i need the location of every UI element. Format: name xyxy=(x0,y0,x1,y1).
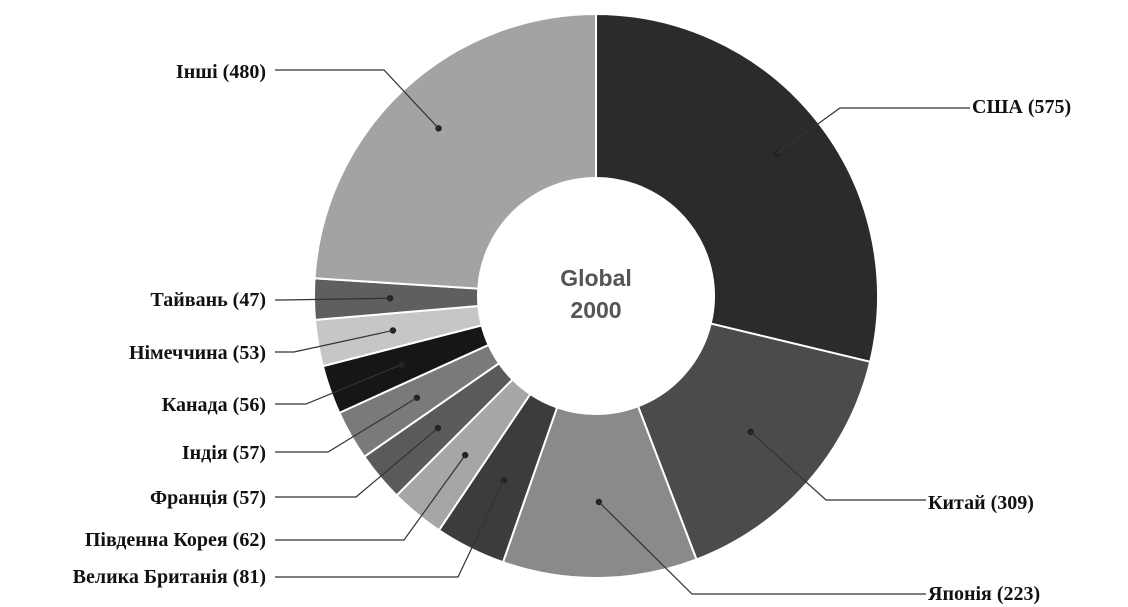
slice-label-японія: Японія (223) xyxy=(928,583,1040,605)
leader-line-індія xyxy=(275,397,418,453)
slice-японія xyxy=(501,404,698,579)
slice-label-value: (47) xyxy=(228,289,266,311)
slice-label-value: (62) xyxy=(228,529,266,551)
slice-label-value: (575) xyxy=(1023,96,1071,118)
slice-label-value: (81) xyxy=(228,566,266,588)
leader-line-сша xyxy=(776,107,970,155)
leader-line-китай xyxy=(750,431,926,501)
slice-label-канада: Канада (56) xyxy=(162,394,266,416)
leader-line-інші xyxy=(275,69,439,129)
leader-line-франція xyxy=(275,427,439,498)
leader-dot-канада xyxy=(398,361,405,368)
slice-label-німеччина: Німеччина (53) xyxy=(129,342,266,364)
slice-label-тайвань: Тайвань (47) xyxy=(150,289,266,311)
slice-label-value: (223) xyxy=(992,583,1040,605)
center-label-line1: Global xyxy=(560,265,632,291)
donut-center: Global 2000 xyxy=(560,265,632,323)
slice-label-value: (57) xyxy=(228,442,266,464)
slice-label-франція: Франція (57) xyxy=(150,487,266,509)
slice-label-name: Тайвань xyxy=(150,289,228,311)
slice-label-name: Франція xyxy=(150,487,228,509)
slice-label-name: Китай xyxy=(928,492,986,514)
leader-dot-індія xyxy=(413,394,421,401)
slice-label-велика-британія: Велика Британія (81) xyxy=(73,566,266,588)
slices-group xyxy=(313,12,879,579)
leader-lines-group xyxy=(275,69,970,595)
leader-line-тайвань xyxy=(275,297,391,301)
slice-label-сша: США (575) xyxy=(972,96,1071,118)
leader-dot-тайвань xyxy=(386,295,394,302)
slice-інші xyxy=(313,12,597,290)
slice-label-value: (57) xyxy=(228,487,266,509)
center-label-line2: 2000 xyxy=(570,297,621,323)
slice-label-value: (56) xyxy=(228,394,266,416)
slice-label-name: Індія xyxy=(182,442,228,464)
slice-label-name: Інші xyxy=(176,61,218,83)
slice-китай xyxy=(636,322,872,561)
slice-label-інші: Інші (480) xyxy=(176,61,266,83)
leader-line-канада xyxy=(275,364,402,405)
leader-line-велика-британія xyxy=(275,480,505,578)
slice-label-китай: Китай (309) xyxy=(928,492,1034,514)
leader-line-японія xyxy=(598,501,926,595)
slice-label-name: Південна Корея xyxy=(85,529,228,551)
slice-label-південна-корея: Південна Корея (62) xyxy=(85,529,266,551)
slice-label-name: Німеччина xyxy=(129,342,228,364)
leader-line-німеччина xyxy=(275,329,394,353)
slice-label-індія: Індія (57) xyxy=(182,442,266,464)
slice-label-name: Велика Британія xyxy=(73,566,228,588)
slice-label-value: (480) xyxy=(218,61,266,83)
slice-labels-group: США (575) Китай (309) Японія (223) Велика Б… xyxy=(73,61,1072,605)
slice-label-name: Японія xyxy=(928,583,992,605)
leader-line-південна-корея xyxy=(275,454,466,541)
slice-label-value: (309) xyxy=(986,492,1034,514)
slice-label-value: (53) xyxy=(228,342,266,364)
slice-label-name: Канада xyxy=(162,394,228,416)
slice-сша xyxy=(595,12,879,364)
slice-label-name: США xyxy=(972,96,1023,118)
